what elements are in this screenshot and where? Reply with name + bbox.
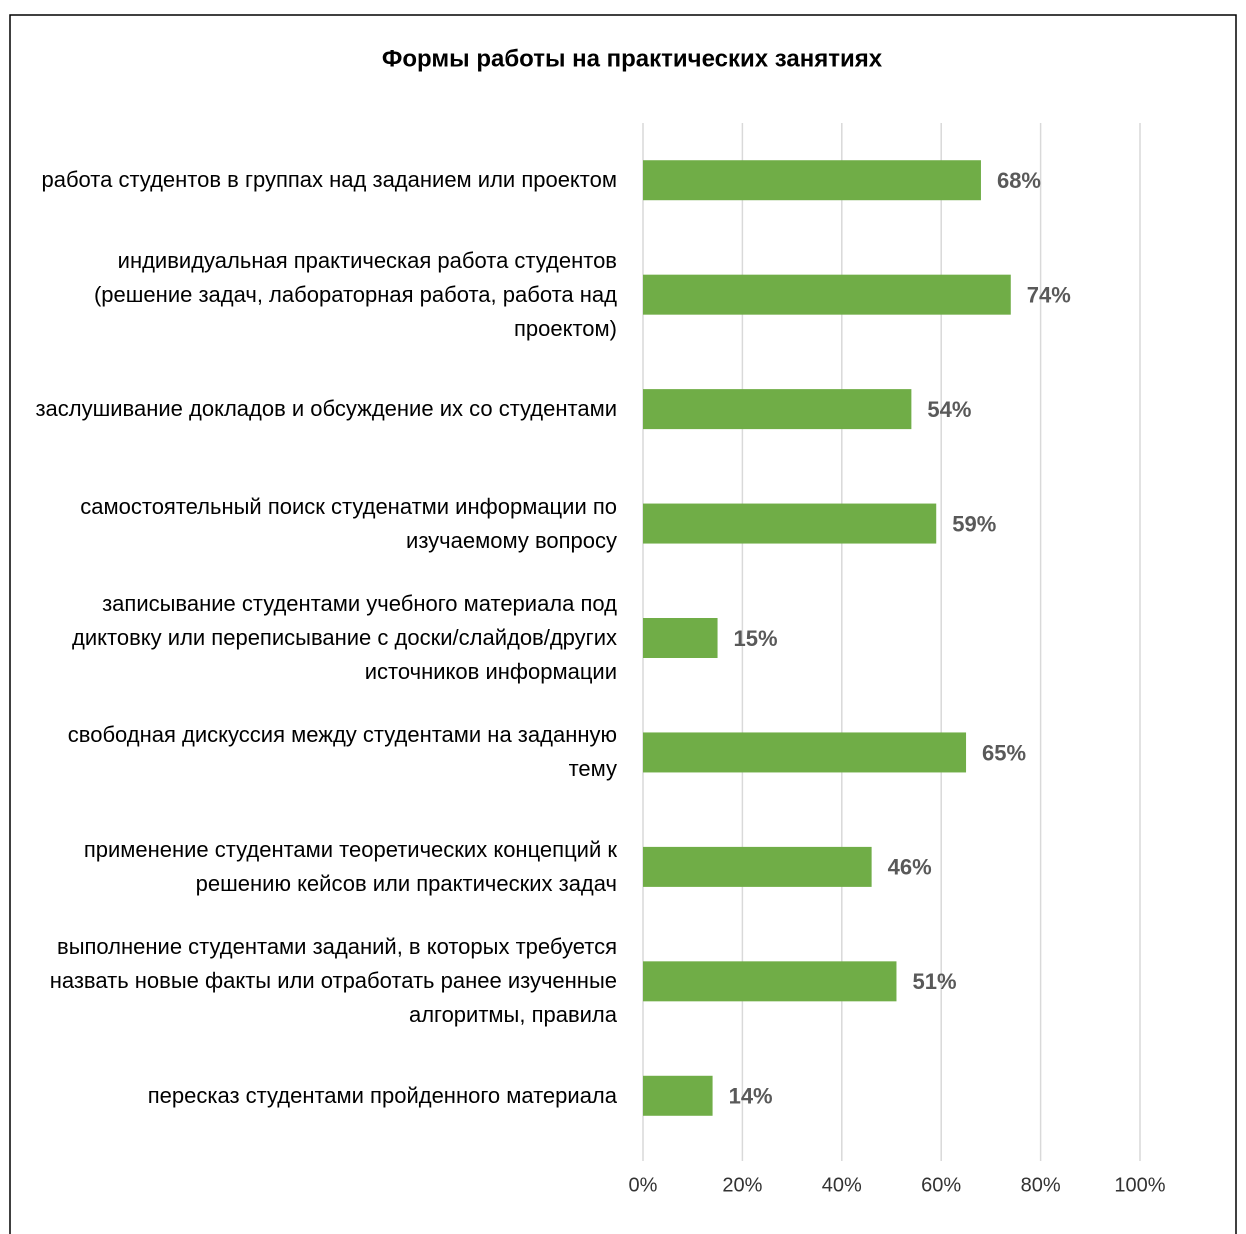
value-label: 15% [734,626,778,651]
y-tick-label-box: выполнение студентами заданий, в которых… [17,924,617,1038]
x-tick-label: 60% [921,1174,961,1196]
bar [643,1075,713,1116]
value-label: 74% [1027,282,1071,307]
value-label: 46% [888,855,932,880]
value-label: 51% [912,969,956,994]
y-tick-label-box: самостоятельный поиск студенатми информа… [17,466,617,580]
y-tick-label-box: пересказ студентами пройденного материал… [17,1039,617,1153]
bar [643,503,937,544]
y-tick-label: выполнение студентами заданий, в которых… [49,934,617,1028]
x-tick-label: 100% [1114,1174,1165,1196]
y-tick-label-box: применение студентами теоретических конц… [17,810,617,924]
x-tick-label: 40% [822,1174,862,1196]
y-tick-label: заслушивание докладов и обсуждение их со… [35,396,617,422]
y-tick-label-box: работа студентов в группах над заданием … [17,123,617,237]
value-label: 54% [927,397,971,422]
x-tick-label: 80% [1021,1174,1061,1196]
frame [9,14,1237,1234]
y-tick-label-box: индивидуальная практическая работа студе… [17,237,617,351]
y-tick-label: применение студентами теоретических конц… [83,836,617,896]
y-tick-label-box: записывание студентами учебного материал… [17,581,617,695]
y-tick-label: самостоятельный поиск студенатми информа… [80,493,617,553]
bar [643,274,1011,315]
value-label: 59% [952,511,996,536]
y-tick-label: записывание студентами учебного материал… [72,590,617,684]
y-tick-label: работа студентов в группах над заданием … [41,167,617,193]
value-label: 14% [729,1084,773,1109]
bar [643,961,897,1002]
bar [643,618,718,658]
y-tick-label-box: заслушивание докладов и обсуждение их со… [17,352,617,466]
x-tick-label: 0% [629,1174,658,1196]
x-tick-label: 20% [722,1174,762,1196]
bar [643,389,912,430]
y-tick-label: индивидуальная практическая работа студе… [93,247,617,341]
bar [643,846,872,887]
y-tick-label: свободная дискуссия между студентами на … [67,722,617,782]
y-tick-label: пересказ студентами пройденного материал… [147,1082,617,1108]
bar [643,160,981,201]
value-label: 65% [982,740,1026,765]
y-tick-label-box: свободная дискуссия между студентами на … [17,695,617,809]
chart-title: Формы работы на практических занятиях [382,45,883,72]
value-label: 68% [997,168,1041,193]
bar [643,732,967,773]
